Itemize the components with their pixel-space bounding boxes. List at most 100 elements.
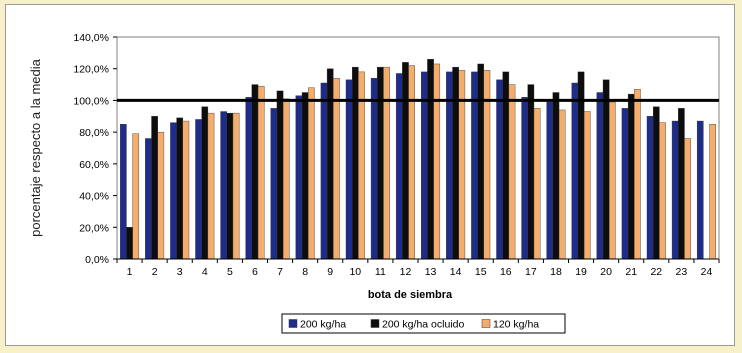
bar bbox=[546, 101, 554, 260]
bar bbox=[282, 98, 290, 260]
x-tick-label: 22 bbox=[650, 266, 662, 278]
bar bbox=[157, 131, 165, 260]
bar bbox=[646, 116, 654, 260]
legend-swatch bbox=[288, 319, 298, 328]
bar bbox=[120, 124, 127, 260]
bar bbox=[326, 68, 334, 260]
x-tick-label: 21 bbox=[625, 266, 637, 278]
bar bbox=[295, 95, 303, 260]
bar bbox=[533, 108, 541, 260]
y-tick-label: 0,0% bbox=[85, 254, 109, 266]
bar bbox=[696, 120, 704, 260]
legend-label: 200 kg/ha ocluido bbox=[382, 319, 464, 331]
bar bbox=[195, 119, 202, 260]
bar bbox=[207, 112, 215, 260]
bar bbox=[627, 93, 635, 260]
bar bbox=[226, 112, 234, 260]
x-tick-label: 19 bbox=[575, 266, 587, 278]
bar bbox=[483, 70, 491, 260]
y-axis-ticks: 0,0% 20,0% 40,0% 60,0% 80,0% 100,0% 120,0% 140,… bbox=[73, 32, 117, 266]
x-tick-label: 6 bbox=[252, 266, 258, 278]
bar bbox=[583, 111, 591, 260]
x-tick-label: 23 bbox=[676, 266, 688, 278]
bar bbox=[558, 109, 566, 260]
x-tick-label: 4 bbox=[202, 266, 208, 278]
bar bbox=[232, 112, 240, 260]
x-tick-label: 3 bbox=[177, 266, 183, 278]
bar bbox=[201, 106, 209, 260]
bar bbox=[126, 227, 133, 260]
bar bbox=[370, 78, 378, 260]
x-tick-label: 16 bbox=[500, 266, 512, 278]
bar bbox=[678, 108, 685, 260]
bar bbox=[609, 101, 616, 260]
bar bbox=[270, 108, 278, 260]
bar bbox=[276, 90, 284, 260]
bar bbox=[521, 97, 528, 260]
bar bbox=[433, 63, 441, 260]
legend-box bbox=[281, 313, 566, 334]
x-tick-label: 15 bbox=[475, 266, 487, 278]
plot-area bbox=[116, 36, 720, 260]
bar bbox=[245, 97, 253, 260]
bar bbox=[408, 65, 415, 260]
x-tick-label: 5 bbox=[227, 266, 233, 278]
y-tick-label: 140,0% bbox=[73, 32, 109, 44]
y-tick-label: 20,0% bbox=[79, 222, 109, 234]
bar bbox=[145, 138, 152, 260]
bar bbox=[709, 124, 716, 260]
bar bbox=[684, 138, 691, 260]
legend-label: 200 kg/ha bbox=[300, 319, 346, 331]
x-tick-label: 24 bbox=[701, 266, 713, 278]
legend-swatch bbox=[481, 319, 491, 328]
bar-chart: 0,0% 20,0% 40,0% 60,0% 80,0% 100,0% 120,0% 140,… bbox=[28, 32, 720, 334]
x-axis-label: bota de siembra bbox=[368, 289, 453, 301]
y-tick-label: 80,0% bbox=[79, 127, 109, 139]
bar bbox=[182, 120, 190, 260]
x-tick-label: 8 bbox=[302, 266, 308, 278]
bar bbox=[351, 66, 359, 260]
bar bbox=[621, 108, 629, 260]
bar bbox=[571, 82, 579, 260]
x-tick-label: 11 bbox=[375, 266, 386, 278]
x-tick-label: 2 bbox=[152, 266, 158, 278]
bar bbox=[301, 92, 309, 260]
bar bbox=[527, 84, 535, 260]
bar bbox=[427, 59, 434, 260]
bar bbox=[477, 63, 485, 260]
bar bbox=[552, 92, 560, 260]
y-axis-label: porcentaje respecto a la media bbox=[28, 58, 43, 237]
legend-label: 120 kg/ha bbox=[493, 319, 539, 331]
bar bbox=[452, 66, 459, 260]
bar bbox=[458, 70, 466, 260]
x-tick-label: 10 bbox=[349, 266, 361, 278]
chart-frame: 0,0% 20,0% 40,0% 60,0% 80,0% 100,0% 120,0% 140,… bbox=[5, 4, 735, 346]
bar bbox=[132, 133, 140, 260]
bar bbox=[320, 82, 328, 260]
x-tick-label: 12 bbox=[400, 266, 412, 278]
x-tick-label: 14 bbox=[450, 266, 462, 278]
bar bbox=[602, 79, 610, 260]
bars-group bbox=[120, 59, 716, 260]
legend: 200 kg/ha 200 kg/ha ocluido 120 kg/ha bbox=[281, 313, 566, 334]
x-tick-label: 7 bbox=[277, 266, 283, 278]
bar bbox=[377, 66, 384, 260]
bar bbox=[596, 92, 604, 260]
bar bbox=[652, 106, 660, 260]
bar bbox=[402, 62, 409, 260]
bar bbox=[170, 122, 177, 260]
legend-swatch bbox=[370, 319, 380, 328]
x-tick-label: 20 bbox=[600, 266, 612, 278]
x-tick-label: 9 bbox=[327, 266, 333, 278]
bar bbox=[257, 85, 265, 260]
bar bbox=[508, 84, 516, 260]
x-tick-label: 18 bbox=[550, 266, 562, 278]
x-tick-label: 13 bbox=[425, 266, 437, 278]
bar bbox=[251, 84, 259, 260]
bar bbox=[659, 122, 666, 260]
x-tick-label: 17 bbox=[525, 266, 537, 278]
bar bbox=[345, 79, 353, 260]
y-tick-label: 120,0% bbox=[73, 64, 109, 76]
y-tick-label: 40,0% bbox=[79, 191, 109, 203]
x-tick-label: 1 bbox=[127, 266, 133, 278]
